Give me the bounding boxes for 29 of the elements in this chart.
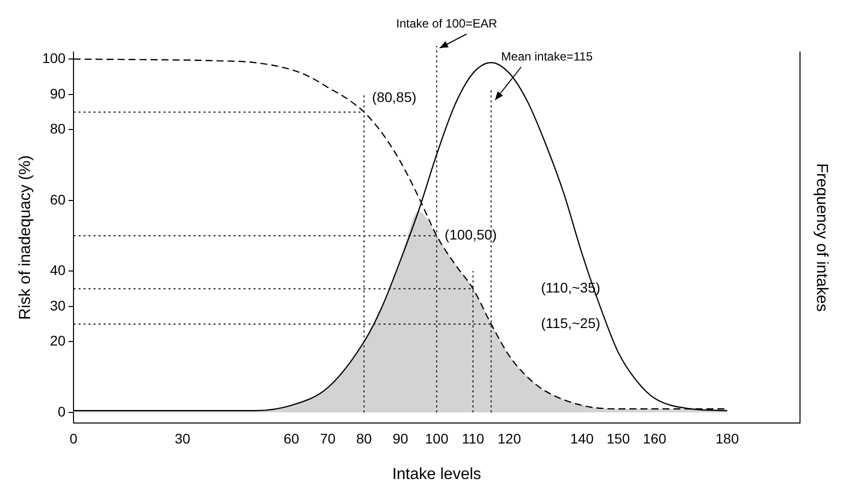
x-tick-label: 30: [174, 430, 190, 446]
annotation: (80,85): [372, 88, 416, 105]
annotation: (100,50): [444, 226, 497, 243]
x-tick-label: 100: [425, 430, 449, 446]
x-tick-label: 110: [462, 430, 484, 446]
x-tick-label: 140: [570, 430, 594, 446]
y-tick-label: 0: [58, 403, 66, 420]
y-axis-title: Risk of inadequacy (%): [17, 155, 34, 320]
x-tick-label: 80: [356, 430, 372, 446]
y2-axis-title: Frequency of intakes: [812, 163, 830, 312]
annotation: (115,~25): [540, 314, 600, 331]
y-tick-label: 30: [50, 297, 66, 314]
x-tick-label: 120: [498, 430, 522, 446]
x-tick-label: 180: [715, 430, 740, 446]
y-tick-label: 40: [50, 262, 66, 278]
x-tick-label: 60: [284, 430, 300, 446]
x-axis-title: Intake levels: [392, 466, 482, 483]
x-tick-label: 70: [320, 430, 336, 446]
y-tick-label: 80: [50, 120, 66, 137]
y-tick-label: 90: [50, 85, 66, 102]
x-tick-label: 150: [606, 430, 630, 446]
x-tick-label: 90: [392, 430, 408, 446]
y-tick-label: 100: [42, 50, 66, 66]
x-tick-label: 160: [642, 430, 666, 446]
ref-line-label: Mean intake=115: [501, 49, 593, 64]
ref-line-label: Intake of 100=EAR: [396, 16, 498, 30]
y-tick-label: 60: [50, 191, 66, 208]
y-tick-label: 20: [50, 332, 66, 349]
x-tick-label: 0: [70, 430, 78, 446]
